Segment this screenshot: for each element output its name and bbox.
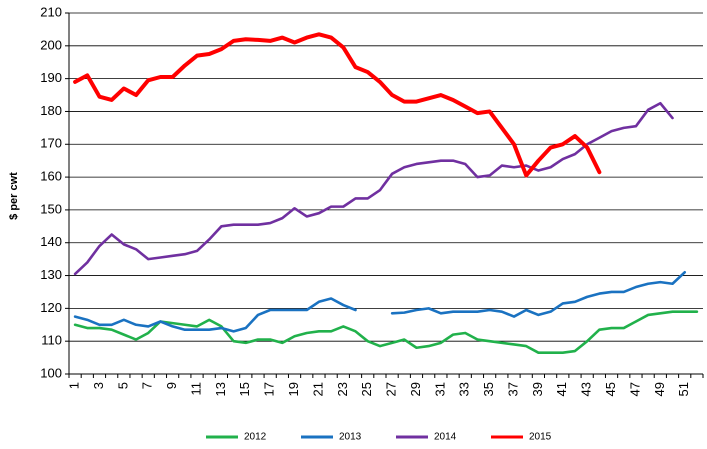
y-tick-label: 200 [40, 37, 62, 52]
x-tick-label: 47 [627, 382, 642, 396]
x-tick-label: 21 [310, 382, 325, 396]
series-line [73, 32, 602, 178]
x-tick-label: 33 [457, 382, 472, 396]
legend-label: 2014 [434, 432, 457, 443]
legend-label: 2015 [529, 432, 552, 443]
x-tick-label: 37 [505, 382, 520, 396]
x-tick-label: 27 [384, 382, 399, 396]
x-tick-label: 19 [286, 382, 301, 396]
y-tick-label: 170 [40, 136, 62, 151]
x-tick-label: 23 [335, 382, 350, 396]
y-tick-label: 110 [41, 333, 62, 348]
series-line [73, 310, 699, 354]
y-tick-label: 120 [40, 300, 62, 315]
series-line [73, 101, 674, 276]
x-tick-label: 5 [115, 382, 130, 389]
x-tick-label: 17 [262, 382, 277, 396]
series-line [73, 270, 687, 333]
x-tick-label: 49 [652, 382, 667, 396]
y-tick-label: 180 [40, 103, 62, 118]
x-tick-label: 31 [432, 382, 447, 396]
x-tick-label: 25 [359, 382, 374, 396]
legend-label: 2013 [339, 432, 362, 443]
y-tick-label: 160 [40, 169, 62, 184]
x-tick-label: 35 [481, 382, 496, 396]
y-tick-label: 150 [40, 201, 62, 216]
y-tick-label: 140 [40, 234, 62, 249]
y-tick-label: 210 [40, 4, 62, 19]
x-tick-label: 7 [140, 382, 155, 389]
x-tick-label: 13 [213, 382, 228, 396]
y-axis-label: $ per cwt [8, 172, 20, 220]
y-tick-label: 130 [40, 267, 62, 282]
x-tick-label: 39 [530, 382, 545, 396]
y-tick-label: 100 [40, 365, 62, 380]
x-tick-label: 45 [603, 382, 618, 396]
x-tick-label: 9 [164, 382, 179, 389]
x-tick-label: 51 [676, 382, 691, 396]
y-tick-label: 190 [40, 70, 62, 85]
x-tick-label: 15 [237, 382, 252, 396]
x-tick-label: 1 [67, 382, 82, 389]
x-tick-label: 3 [91, 382, 106, 389]
legend-label: 2012 [244, 432, 267, 443]
x-tick-label: 41 [554, 382, 569, 396]
x-tick-label: 11 [188, 382, 203, 396]
x-tick-label: 29 [408, 382, 423, 396]
x-tick-label: 43 [579, 382, 594, 396]
